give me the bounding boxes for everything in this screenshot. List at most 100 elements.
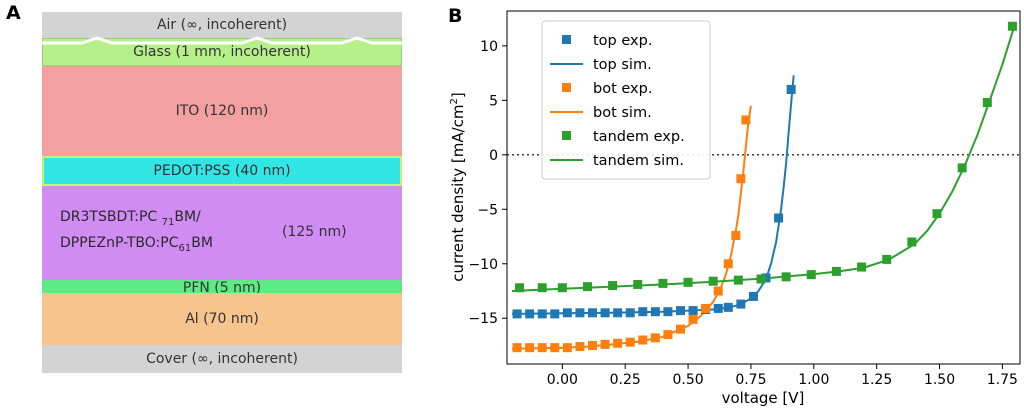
legend-label-tandem-sim: tandem sim. [593,153,684,169]
axes-frame [506,10,1021,365]
y-tick-label: −15 [468,311,498,327]
y-axis-label-end: ] [449,92,467,98]
tandem-exp-point [515,283,525,293]
bot-exp-point [736,174,746,184]
top-exp-point [748,291,758,301]
active-line1-end: BM/ [174,209,201,226]
bot-exp-point [741,115,751,125]
bot-exp-point [713,286,723,296]
tandem-exp-point [932,209,942,219]
top-exp-point [613,308,623,318]
legend-label-tandem-exp: tandem exp. [593,129,685,145]
pfn-layer: PFN (5 nm) [42,279,402,296]
y-axis-label-main: current density [mA/cm [449,104,467,281]
top-exp-point [588,308,597,318]
tandem-exp-point [658,278,668,288]
x-tick-label: 0.25 [610,372,641,388]
top-exp-point [525,309,535,319]
active-sub2: 61 [178,242,192,254]
y-tick-label: 5 [489,93,498,109]
top-exp-point [736,299,746,309]
bot-exp-point [600,339,610,349]
top-exp-point [575,308,585,318]
legend-label-bot-sim: bot sim. [593,105,652,121]
pedot-layer: PEDOT:PSS (40 nm) [42,156,402,186]
x-tick-label: 1.50 [924,372,955,388]
bot-exp-point [613,338,623,348]
bot-exp-point [701,303,711,313]
active-layer-composition: DR3TSBDT:PC 71BM/ DPPEZnP-TBO:PC61BM [60,207,213,259]
air-label: Air (∞, incoherent) [156,17,288,33]
glass-label: Glass (1 mm, incoherent) [133,44,311,60]
jv-curve-chart: B 0.00 0.25 0.50 0.75 1.00 1.25 1.50 1.75 −15−1… [448,5,1021,407]
cover-label: Cover (∞, incoherent) [146,351,298,367]
active-thickness-label: (125 nm) [282,224,347,240]
top-exp-point [774,213,784,223]
legend-label-top-exp: top exp. [593,33,652,49]
x-tick-label: 1.00 [798,372,829,388]
bot-exp-point [625,337,635,347]
bot-exp-point [676,324,686,334]
bot-exp-point [575,342,585,352]
legend-label-bot-exp: bot exp. [593,81,652,97]
tandem-exp-point [733,275,743,285]
tandem-exp-point [781,272,791,282]
active-line2-end: BM [191,235,213,251]
active-line2: DPPEZnP-TBO:PC [60,235,179,251]
pfn-label: PFN (5 nm) [178,279,266,296]
air-layer: Air (∞, incoherent) [42,12,402,38]
bot-exp-point [525,343,535,353]
legend-items: top exp. top sim. bot exp. bot sim. tandem e… [550,33,685,169]
tandem-exp-point [537,283,547,293]
bot-exp-point [550,343,560,353]
pedot-label: PEDOT:PSS (40 nm) [153,163,291,179]
bot-exp-point [688,314,698,324]
top-exp-point [625,308,635,318]
x-tick-label: 1.75 [987,372,1018,388]
tandem-exp-point [756,274,766,284]
ito-layer: ITO (120 nm) [42,66,402,156]
x-tick-label: 0.00 [547,372,578,388]
panel-letter-b: B [448,5,462,27]
bot-exp-point [723,259,733,269]
tandem-exp-point [907,237,917,247]
tandem-exp-point [831,266,841,276]
bot-exp-point [562,343,572,353]
y-axis-label: current density [mA/cm2] [449,92,467,282]
legend-box [541,20,711,180]
top-exp-point [562,308,572,318]
tandem-exp-point [982,98,992,108]
glass-break-line [42,36,402,45]
y-tick-label: −10 [468,257,498,273]
tandem-exp-point [882,254,892,264]
bot-exp-point [512,343,522,353]
legend-marker-tandem-exp [562,131,571,140]
plot-area [507,21,1020,353]
top-exp-point [600,308,610,318]
legend-marker-bot-exp [562,83,571,92]
tandem-exp-point [1007,21,1017,31]
top-exp-point [650,307,660,317]
al-layer: Al (70 nm) [42,293,402,345]
x-axis-label: voltage [V] [722,389,805,407]
top-exp-point [713,303,723,313]
tandem-exp-point [582,282,592,292]
x-axis-ticks: 0.00 0.25 0.50 0.75 1.00 1.25 1.50 1.75 [547,364,1018,388]
y-tick-label: 0 [489,148,498,164]
y-tick-label: 10 [480,39,498,55]
tandem-exp-point [857,262,867,272]
top-exp-point [676,306,686,316]
bot-exp-point [663,330,673,340]
top-exp-point [786,84,796,94]
ito-label: ITO (120 nm) [175,103,269,119]
tandem-exp-point [557,283,567,293]
tandem-sim-line [511,23,1016,292]
legend-label-top-sim: top sim. [593,57,652,73]
tandem-exp-point [683,277,693,287]
top-exp-point [537,309,547,319]
tandem-exp-point [957,163,967,173]
top-sim-line [511,75,795,315]
top-exp-point [638,307,648,317]
top-exp-point [688,306,698,316]
bot-exp-point [537,343,547,353]
